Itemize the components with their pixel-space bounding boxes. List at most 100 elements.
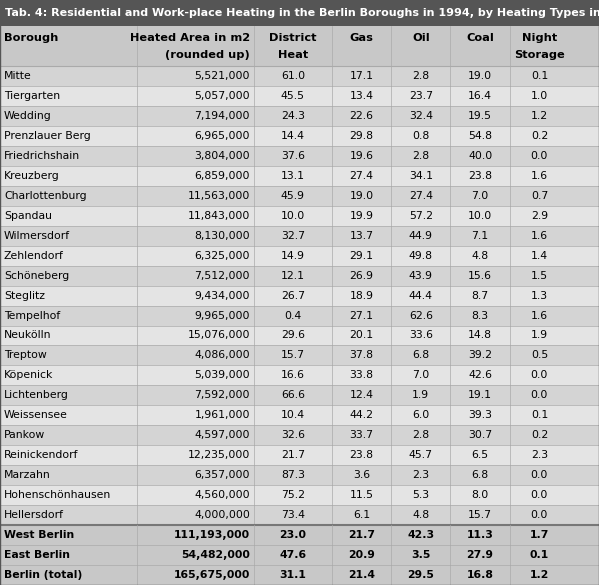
Text: 2.8: 2.8	[412, 431, 429, 441]
Text: 4,597,000: 4,597,000	[195, 431, 250, 441]
Text: Borough: Borough	[4, 33, 58, 43]
Text: 5.3: 5.3	[412, 490, 429, 500]
Text: 8.3: 8.3	[471, 311, 489, 321]
Text: 73.4: 73.4	[281, 510, 305, 520]
Text: 4.8: 4.8	[471, 250, 489, 261]
Bar	[0, 485, 599, 505]
Text: Neukölln: Neukölln	[4, 331, 52, 340]
Text: Oil: Oil	[412, 33, 429, 43]
Text: 0.1: 0.1	[531, 71, 548, 81]
Text: 1.0: 1.0	[531, 91, 548, 101]
Text: 45.9: 45.9	[281, 191, 305, 201]
Text: Heated Area in m2: Heated Area in m2	[130, 33, 250, 43]
Text: 11.3: 11.3	[467, 530, 494, 540]
Text: 0.2: 0.2	[531, 131, 548, 141]
Bar	[0, 565, 599, 585]
Text: 7.0: 7.0	[471, 191, 489, 201]
Text: 23.7: 23.7	[409, 91, 433, 101]
Text: 6.1: 6.1	[353, 510, 370, 520]
Text: 0.5: 0.5	[531, 350, 548, 360]
Text: Hohenschönhausen: Hohenschönhausen	[4, 490, 111, 500]
Text: 43.9: 43.9	[409, 271, 433, 281]
Text: Spandau: Spandau	[4, 211, 52, 221]
Bar	[0, 106, 599, 126]
Bar	[0, 0, 599, 26]
Text: 0.0: 0.0	[531, 470, 548, 480]
Text: 44.9: 44.9	[409, 230, 433, 240]
Text: 42.3: 42.3	[407, 530, 434, 540]
Text: 2.8: 2.8	[412, 151, 429, 161]
Text: Storage: Storage	[514, 50, 565, 60]
Text: 57.2: 57.2	[409, 211, 433, 221]
Text: 15.7: 15.7	[281, 350, 305, 360]
Text: 8.7: 8.7	[471, 291, 489, 301]
Text: 0.0: 0.0	[531, 490, 548, 500]
Text: 1.9: 1.9	[531, 331, 548, 340]
Text: 66.6: 66.6	[281, 390, 305, 400]
Text: 6,325,000: 6,325,000	[195, 250, 250, 261]
Text: 42.6: 42.6	[468, 370, 492, 380]
Bar	[0, 26, 599, 66]
Text: 29.5: 29.5	[407, 570, 434, 580]
Bar	[0, 186, 599, 206]
Text: 165,675,000: 165,675,000	[174, 570, 250, 580]
Text: 2.3: 2.3	[531, 450, 548, 460]
Text: 14.4: 14.4	[281, 131, 305, 141]
Text: 0.7: 0.7	[531, 191, 548, 201]
Text: 26.9: 26.9	[349, 271, 374, 281]
Text: 6,859,000: 6,859,000	[195, 171, 250, 181]
Text: 3,804,000: 3,804,000	[194, 151, 250, 161]
Text: 54.8: 54.8	[468, 131, 492, 141]
Text: 14.9: 14.9	[281, 250, 305, 261]
Text: Friedrichshain: Friedrichshain	[4, 151, 80, 161]
Text: Pankow: Pankow	[4, 431, 46, 441]
Text: 6.5: 6.5	[471, 450, 489, 460]
Text: 9,965,000: 9,965,000	[195, 311, 250, 321]
Text: 4,000,000: 4,000,000	[194, 510, 250, 520]
Text: Weissensee: Weissensee	[4, 410, 68, 421]
Text: 26.7: 26.7	[281, 291, 305, 301]
Text: 29.1: 29.1	[349, 250, 374, 261]
Text: 19.0: 19.0	[349, 191, 374, 201]
Text: 0.1: 0.1	[531, 410, 548, 421]
Text: 15.7: 15.7	[468, 510, 492, 520]
Text: 40.0: 40.0	[468, 151, 492, 161]
Text: 44.2: 44.2	[349, 410, 374, 421]
Text: 0.1: 0.1	[530, 550, 549, 560]
Text: 4.8: 4.8	[412, 510, 429, 520]
Text: 6,965,000: 6,965,000	[195, 131, 250, 141]
Text: 0.0: 0.0	[531, 151, 548, 161]
Text: 1.4: 1.4	[531, 250, 548, 261]
Bar	[0, 425, 599, 445]
Text: 4,086,000: 4,086,000	[194, 350, 250, 360]
Text: 15,076,000: 15,076,000	[187, 331, 250, 340]
Text: 7.0: 7.0	[412, 370, 429, 380]
Text: 37.8: 37.8	[349, 350, 374, 360]
Text: Charlottenburg: Charlottenburg	[4, 191, 87, 201]
Text: 32.4: 32.4	[409, 111, 433, 121]
Text: 22.6: 22.6	[349, 111, 374, 121]
Bar	[0, 266, 599, 285]
Text: 1.2: 1.2	[531, 111, 548, 121]
Text: 12.1: 12.1	[281, 271, 305, 281]
Text: Lichtenberg: Lichtenberg	[4, 390, 69, 400]
Text: 29.6: 29.6	[281, 331, 305, 340]
Text: Zehlendorf: Zehlendorf	[4, 250, 64, 261]
Text: 19.5: 19.5	[468, 111, 492, 121]
Text: 49.8: 49.8	[409, 250, 433, 261]
Text: Tiergarten: Tiergarten	[4, 91, 60, 101]
Bar	[0, 246, 599, 266]
Bar	[0, 525, 599, 545]
Text: 87.3: 87.3	[281, 470, 305, 480]
Text: 4,560,000: 4,560,000	[194, 490, 250, 500]
Text: 61.0: 61.0	[281, 71, 305, 81]
Text: 33.8: 33.8	[349, 370, 374, 380]
Text: 0.0: 0.0	[531, 390, 548, 400]
Text: Treptow: Treptow	[4, 350, 47, 360]
Bar	[0, 405, 599, 425]
Bar	[0, 285, 599, 305]
Text: 1.3: 1.3	[531, 291, 548, 301]
Text: East Berlin: East Berlin	[4, 550, 70, 560]
Text: Night: Night	[522, 33, 557, 43]
Text: 14.8: 14.8	[468, 331, 492, 340]
